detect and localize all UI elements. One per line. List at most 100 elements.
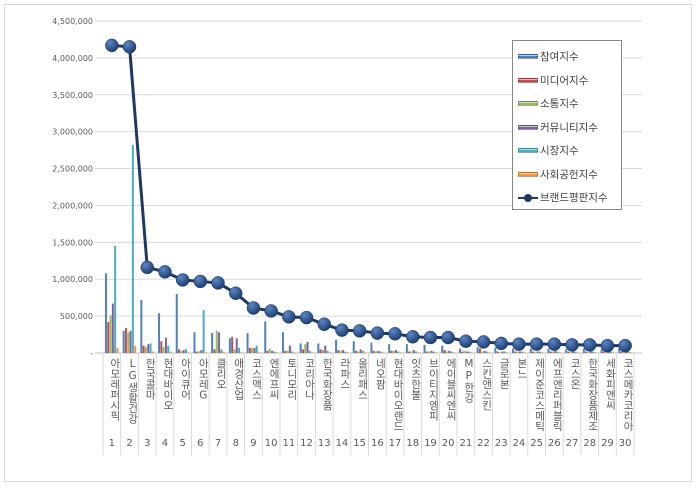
category-number: 18 — [406, 438, 420, 449]
bar-1-15 — [352, 341, 355, 353]
bar-4-13 — [324, 345, 327, 353]
category-number: 10 — [264, 438, 278, 449]
category-number: 14 — [335, 438, 349, 449]
category-number: 20 — [441, 438, 455, 449]
bar-6-10 — [275, 352, 278, 353]
bar-1-26 — [547, 348, 550, 353]
bar-1-8 — [228, 338, 231, 353]
legend-label: 소통지수 — [540, 98, 579, 111]
category-number: 17 — [388, 438, 402, 449]
bar-1-6 — [193, 332, 196, 353]
bar-4-18 — [412, 350, 415, 353]
bar-6-23 — [505, 352, 508, 353]
bar-5-13 — [326, 350, 329, 353]
category-number: 23 — [494, 438, 508, 449]
bar-3-15 — [357, 351, 360, 353]
category-number: 29 — [601, 438, 614, 449]
category-number: 16 — [370, 438, 384, 449]
bar-4-9 — [253, 347, 256, 353]
bar-3-24 — [516, 351, 519, 353]
line-point-25 — [529, 337, 544, 351]
bar-1-3 — [140, 299, 143, 353]
legend-label: 커뮤니티지수 — [540, 121, 598, 134]
line-point-11 — [282, 310, 296, 324]
bar-4-12 — [306, 341, 309, 353]
line-point-5 — [175, 273, 190, 287]
bar-2-13 — [319, 349, 322, 353]
bar-6-3 — [151, 351, 154, 353]
bar-5-19 — [432, 351, 435, 353]
bar-4-16 — [377, 350, 380, 353]
bar-5-1 — [114, 246, 117, 353]
line-point-4 — [158, 265, 172, 279]
legend: 참여지수 미디어지수 소통지수 커뮤니티지수 시장지수 사회공헌지수 브랜드평판… — [512, 40, 622, 210]
bar-1-4 — [158, 313, 161, 353]
category-number: 27 — [565, 438, 579, 449]
bar-5-18 — [415, 351, 418, 353]
bar-2-3 — [142, 345, 145, 353]
bar-1-11 — [281, 332, 284, 353]
line-point-13 — [317, 317, 331, 331]
bar-5-27 — [574, 351, 577, 353]
bar-4-22 — [483, 350, 486, 353]
bar-2-26 — [549, 351, 552, 353]
bar-3-19 — [428, 351, 431, 353]
bar-1-30 — [618, 348, 621, 353]
category-number: 22 — [477, 438, 490, 449]
y-tick-label: 4,000,000 — [52, 54, 93, 63]
bar-3-21 — [463, 350, 466, 353]
line-point-22 — [476, 335, 491, 349]
category-label: 에이블씨엔씨 — [445, 358, 458, 421]
bar-5-5 — [184, 349, 187, 353]
bar-2-12 — [301, 349, 304, 353]
bar-5-8 — [238, 347, 241, 353]
line-point-14 — [335, 323, 349, 337]
bar-2-14 — [337, 350, 340, 353]
line-point-3 — [140, 260, 154, 275]
y-tick-label: 1,000,000 — [52, 275, 93, 284]
legend-item: 소통지수 — [518, 92, 621, 116]
bar-6-2 — [134, 345, 137, 353]
bar-2-15 — [355, 350, 358, 353]
bar-2-28 — [585, 351, 588, 353]
bar-1-22 — [476, 347, 479, 353]
line-point-19 — [423, 330, 438, 345]
bar-2-2 — [124, 327, 127, 353]
bar-4-3 — [147, 344, 150, 353]
bar-1-23 — [494, 347, 497, 353]
category-label: 코스온 — [569, 358, 582, 390]
bar-3-6 — [198, 351, 201, 353]
bar-1-17 — [388, 344, 391, 353]
bar-1-9 — [246, 333, 249, 353]
category-label: 애경산업 — [232, 358, 245, 400]
bar-6-21 — [470, 352, 473, 353]
bar-4-2 — [129, 330, 132, 353]
legend-swatch — [518, 148, 538, 154]
category-number: 9 — [250, 438, 257, 449]
bar-3-8 — [233, 349, 236, 353]
category-label: 한국콜마 — [144, 358, 157, 400]
bar-1-10 — [264, 321, 267, 353]
bar-3-18 — [410, 351, 413, 353]
bar-1-18 — [405, 344, 408, 353]
bar-3-11 — [286, 350, 289, 353]
bar-2-5 — [178, 349, 181, 353]
bar-3-27 — [569, 352, 572, 353]
bar-3-5 — [180, 350, 183, 353]
category-label: 아모레G — [197, 358, 210, 402]
category-number: 28 — [583, 438, 597, 449]
category-label: 네오팜 — [374, 358, 387, 390]
bar-3-16 — [375, 351, 378, 353]
bar-4-7 — [218, 332, 221, 353]
bar-5-25 — [538, 351, 541, 353]
category-number: 30 — [618, 438, 632, 449]
bar-3-9 — [251, 347, 254, 353]
bar-5-11 — [291, 351, 294, 353]
line-point-24 — [512, 337, 526, 351]
bar-5-23 — [503, 351, 506, 353]
bar-2-23 — [496, 351, 499, 353]
bar-2-19 — [425, 351, 428, 353]
line-point-21 — [459, 334, 473, 348]
bar-3-3 — [144, 347, 147, 353]
legend-swatch — [518, 171, 538, 177]
